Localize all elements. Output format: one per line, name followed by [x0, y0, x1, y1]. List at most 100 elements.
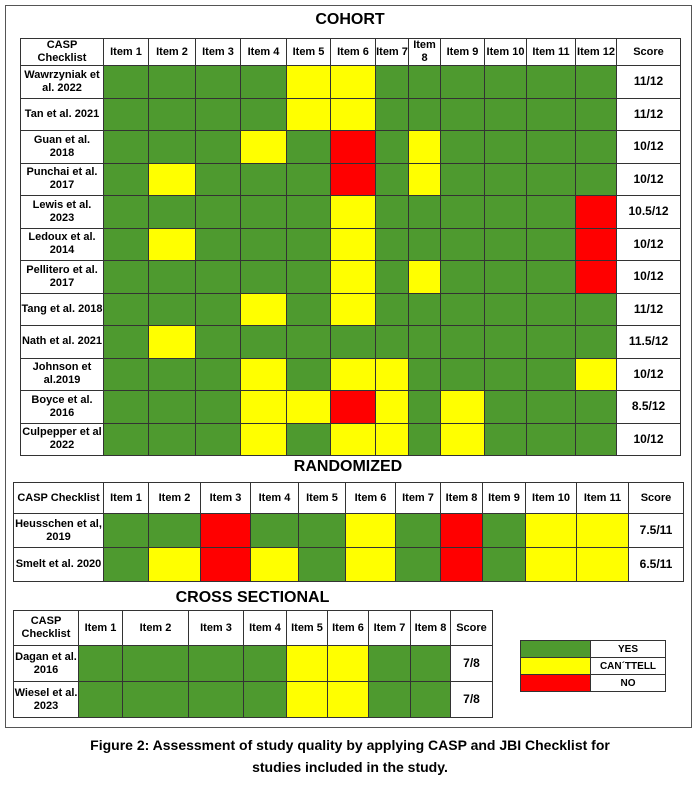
- rating-cell: [240, 227, 287, 261]
- rating-cell: [375, 162, 409, 196]
- rating-cell: [440, 97, 485, 131]
- rating-cell: [240, 325, 287, 359]
- rating-cell: [484, 97, 527, 131]
- header-cell: Item 7: [395, 482, 441, 514]
- header-cell: Item 10: [484, 38, 527, 66]
- rating-cell: [440, 422, 485, 456]
- rating-cell: [330, 325, 376, 359]
- score: 6.5/11: [628, 547, 684, 582]
- rating-cell: [408, 390, 441, 424]
- rating-cell: [482, 513, 526, 548]
- rating-cell: [330, 130, 376, 164]
- rating-cell: [484, 422, 527, 456]
- rating-cell: [148, 357, 196, 391]
- rating-cell: [526, 97, 576, 131]
- rating-cell: [395, 513, 441, 548]
- rating-cell: [576, 513, 629, 548]
- header-cell: Item 9: [440, 38, 485, 66]
- rating-cell: [330, 162, 376, 196]
- legend-swatch: [520, 674, 591, 692]
- rating-cell: [440, 130, 485, 164]
- rating-cell: [286, 292, 331, 326]
- rating-cell: [240, 97, 287, 131]
- rating-cell: [576, 547, 629, 582]
- rating-cell: [368, 645, 411, 682]
- rating-cell: [195, 97, 241, 131]
- rating-cell: [330, 260, 376, 294]
- study-name: Lewis et al. 2023: [20, 195, 104, 229]
- header-cell: Score: [450, 610, 493, 646]
- rating-cell: [575, 195, 617, 229]
- rating-cell: [195, 130, 241, 164]
- rating-cell: [240, 292, 287, 326]
- rating-cell: [526, 130, 576, 164]
- rating-cell: [195, 390, 241, 424]
- rating-cell: [440, 390, 485, 424]
- legend-label: CAN´TTELL: [590, 657, 666, 675]
- rating-cell: [188, 681, 244, 718]
- rating-cell: [122, 645, 189, 682]
- rating-cell: [484, 260, 527, 294]
- legend-label: NO: [590, 674, 666, 692]
- rating-cell: [330, 390, 376, 424]
- rating-cell: [240, 357, 287, 391]
- rating-cell: [375, 422, 409, 456]
- rating-cell: [440, 227, 485, 261]
- rating-cell: [525, 547, 577, 582]
- rating-cell: [103, 130, 149, 164]
- rating-cell: [286, 357, 331, 391]
- rating-cell: [408, 97, 441, 131]
- rating-cell: [286, 195, 331, 229]
- study-name: Pellitero et al. 2017: [20, 260, 104, 294]
- header-cell: Item 5: [286, 610, 328, 646]
- rating-cell: [526, 357, 576, 391]
- rating-cell: [148, 195, 196, 229]
- rating-cell: [240, 162, 287, 196]
- rating-cell: [575, 162, 617, 196]
- rating-cell: [575, 325, 617, 359]
- rating-cell: [103, 390, 149, 424]
- rating-cell: [526, 260, 576, 294]
- header-cell: Score: [616, 38, 681, 66]
- rating-cell: [327, 681, 369, 718]
- rating-cell: [103, 65, 149, 99]
- rating-cell: [78, 681, 123, 718]
- rating-cell: [375, 390, 409, 424]
- header-cell: Item 6: [330, 38, 376, 66]
- rating-cell: [575, 390, 617, 424]
- rating-cell: [103, 162, 149, 196]
- legend-label: YES: [590, 640, 666, 658]
- rating-cell: [408, 292, 441, 326]
- rating-cell: [440, 162, 485, 196]
- rating-cell: [148, 547, 201, 582]
- score: 7.5/11: [628, 513, 684, 548]
- score: 10/12: [616, 260, 681, 294]
- rating-cell: [286, 97, 331, 131]
- rating-cell: [526, 325, 576, 359]
- rating-cell: [440, 325, 485, 359]
- study-name: Heusschen et al, 2019: [13, 513, 104, 548]
- rating-cell: [375, 227, 409, 261]
- rating-cell: [103, 422, 149, 456]
- rating-cell: [286, 422, 331, 456]
- rating-cell: [195, 292, 241, 326]
- rating-cell: [575, 65, 617, 99]
- study-name: Wawrzyniak et al. 2022: [20, 65, 104, 99]
- rating-cell: [408, 325, 441, 359]
- score: 7/8: [450, 681, 493, 718]
- caption-line: Figure 2: Assessment of study quality by…: [90, 737, 610, 753]
- rating-cell: [575, 422, 617, 456]
- rating-cell: [148, 130, 196, 164]
- rating-cell: [484, 357, 527, 391]
- rating-cell: [408, 357, 441, 391]
- rating-cell: [148, 422, 196, 456]
- header-cell: Item 5: [298, 482, 346, 514]
- rating-cell: [195, 260, 241, 294]
- header-cell: Item 5: [286, 38, 331, 66]
- rating-cell: [440, 357, 485, 391]
- rating-cell: [375, 97, 409, 131]
- rating-cell: [375, 292, 409, 326]
- rating-cell: [408, 195, 441, 229]
- rating-cell: [395, 547, 441, 582]
